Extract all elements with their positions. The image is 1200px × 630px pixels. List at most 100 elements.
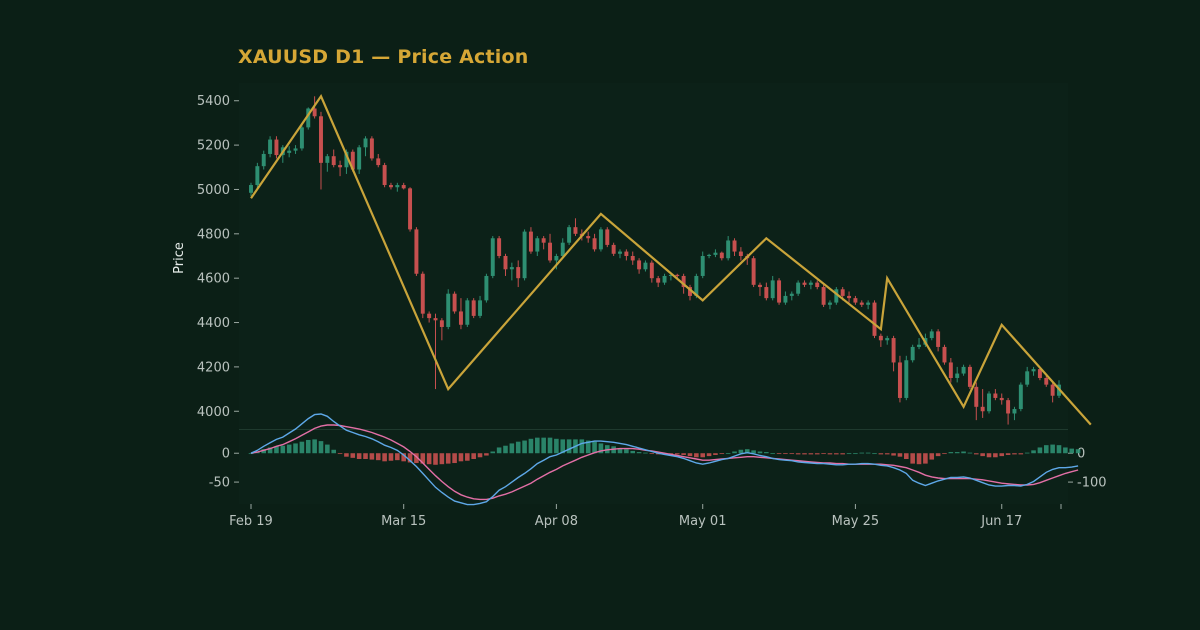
candle-body (331, 156, 336, 166)
chart-title: XAUUSD D1 — Price Action (238, 46, 529, 68)
price-y-tick-label: 5000 (197, 183, 230, 198)
candle (325, 153, 330, 172)
candle (433, 313, 438, 390)
candle-body (961, 366, 966, 374)
candle (299, 125, 304, 151)
macd-histogram-bar (433, 453, 438, 465)
macd-histogram-bar (535, 437, 540, 454)
candle (707, 253, 712, 259)
candle-body (439, 320, 444, 327)
macd-histogram-bar (1005, 453, 1011, 455)
candle (834, 287, 839, 305)
candle (490, 236, 495, 279)
candle (567, 224, 572, 245)
macd-histogram-bar (356, 453, 362, 459)
macd-histogram-bar (916, 453, 922, 465)
candle (961, 364, 966, 376)
candle-body (649, 262, 654, 279)
candle-body (509, 267, 514, 270)
macd-panel (239, 429, 1068, 504)
candle-body (325, 156, 330, 163)
macd-histogram-bar (719, 453, 725, 455)
candle-body (1037, 369, 1042, 378)
macd-histogram-bar (630, 450, 636, 454)
candle (1031, 366, 1036, 376)
candle (509, 262, 514, 281)
candle (503, 253, 508, 276)
candle (605, 227, 610, 248)
candle (369, 136, 374, 161)
candle (471, 298, 476, 319)
macd-y-axis: 0 -50 0 -100 (209, 447, 1107, 491)
candle (560, 238, 565, 259)
macd-histogram-bar (891, 453, 896, 456)
candle-body (948, 362, 953, 378)
macd-histogram-bar (859, 452, 865, 454)
candle (1050, 382, 1055, 403)
macd-histogram-bar (522, 440, 527, 454)
candle-body (675, 274, 680, 276)
macd-histogram-bar (942, 453, 947, 455)
candle-body (528, 231, 533, 252)
candle-body (548, 242, 552, 261)
candle (388, 182, 393, 190)
macd-histogram-bar (420, 453, 426, 464)
candle-body (503, 256, 508, 270)
candle-body (726, 240, 731, 259)
candle (624, 249, 629, 261)
candle-body (388, 185, 393, 188)
macd-histogram-bar (999, 453, 1005, 457)
candle (936, 329, 941, 352)
candle-body (484, 275, 489, 301)
macd-histogram-bar (344, 453, 349, 457)
candle-body (897, 362, 902, 398)
macd-histogram-bar (598, 443, 604, 454)
candle-body (738, 251, 743, 256)
candle (999, 393, 1004, 405)
candle-body (293, 148, 298, 151)
macd-histogram-bar (293, 443, 298, 454)
macd-histogram-bar (865, 452, 871, 454)
candle (618, 249, 622, 259)
macd-histogram-bar (477, 453, 483, 458)
macd-histogram-bar (814, 453, 820, 455)
macd-histogram-bar (776, 453, 782, 455)
macd-histogram-bar (509, 443, 515, 454)
candle (401, 182, 406, 190)
candle (1012, 406, 1017, 421)
candle (338, 160, 343, 177)
macd-histogram-bar (439, 453, 445, 465)
candle-body (299, 127, 304, 149)
candle-body (618, 251, 622, 254)
candle-body (789, 293, 794, 296)
candle (732, 238, 737, 256)
macd-histogram-bar (426, 453, 432, 465)
candle-body (974, 386, 979, 407)
macd-histogram-bar (923, 453, 928, 464)
candle (522, 229, 527, 281)
macd-histogram-bar (808, 453, 814, 455)
macd-histogram-bar (643, 452, 648, 454)
macd-histogram-bar (331, 449, 336, 454)
candle-body (821, 287, 826, 305)
candle (458, 298, 463, 330)
price-y-axis: 4000 4200 4400 4600 4800 5000 5200 5400 (197, 94, 239, 420)
price-y-tick-label: 4400 (197, 316, 230, 331)
candle-body (427, 313, 432, 319)
candle-body (1025, 371, 1030, 385)
candle (821, 284, 826, 308)
macd-histogram-bar (649, 453, 655, 455)
candle (649, 260, 654, 283)
candle (446, 289, 451, 330)
macd-histogram-bar (299, 441, 305, 454)
macd-histogram-bar (725, 453, 731, 455)
candle-body (611, 244, 616, 254)
macd-lines (250, 413, 1079, 506)
macd-histogram-bar (935, 453, 941, 457)
candle-body (605, 229, 610, 245)
candle-body (433, 318, 438, 321)
macd-histogram-bar (312, 439, 317, 454)
candle-body (522, 231, 527, 279)
candle (1025, 366, 1030, 387)
macd-histogram-bar (694, 453, 699, 458)
